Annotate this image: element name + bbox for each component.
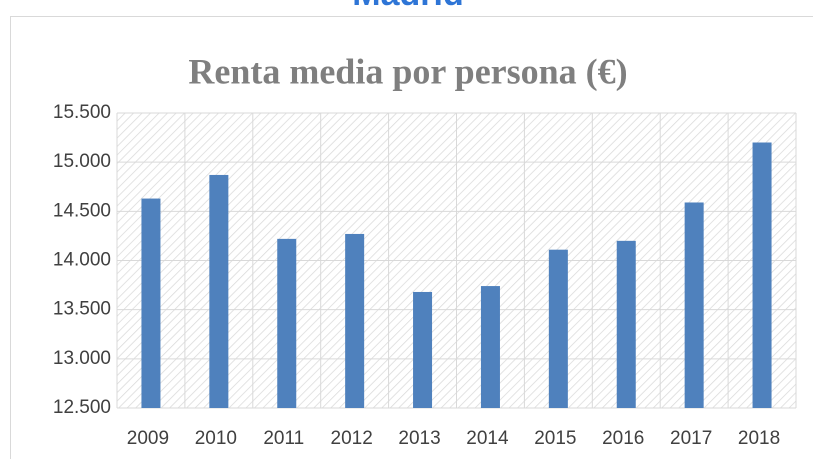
- x-tick-label: 2014: [466, 428, 509, 449]
- y-tick-label: 12.500: [53, 397, 111, 418]
- x-tick-label: 2013: [398, 428, 440, 449]
- bar: [753, 143, 772, 409]
- bar: [141, 199, 160, 408]
- x-tick-label: 2012: [331, 428, 373, 449]
- bar: [277, 239, 296, 408]
- x-tick-label: 2017: [670, 428, 712, 449]
- bar: [345, 234, 364, 408]
- page-title: Madrid: [352, 0, 463, 13]
- x-tick-label: 2015: [534, 428, 576, 449]
- y-tick-label: 14.000: [53, 250, 111, 271]
- bar: [549, 250, 568, 408]
- y-tick-label: 15.500: [53, 102, 111, 123]
- bar: [413, 292, 432, 408]
- bar: [481, 286, 500, 408]
- bar: [209, 175, 228, 408]
- y-tick-label: 13.500: [53, 299, 111, 320]
- chart-title: Renta media por persona (€): [188, 51, 627, 91]
- y-tick-label: 14.500: [53, 200, 111, 221]
- x-tick-label: 2016: [602, 428, 644, 449]
- x-tick-label: 2011: [263, 428, 304, 449]
- y-tick-label: 13.000: [53, 348, 111, 369]
- x-tick-label: 2009: [127, 428, 169, 449]
- y-tick-label: 15.000: [53, 151, 111, 172]
- x-tick-label: 2018: [738, 428, 780, 449]
- x-tick-label: 2010: [195, 428, 237, 449]
- bar: [617, 241, 636, 408]
- bar: [685, 202, 704, 408]
